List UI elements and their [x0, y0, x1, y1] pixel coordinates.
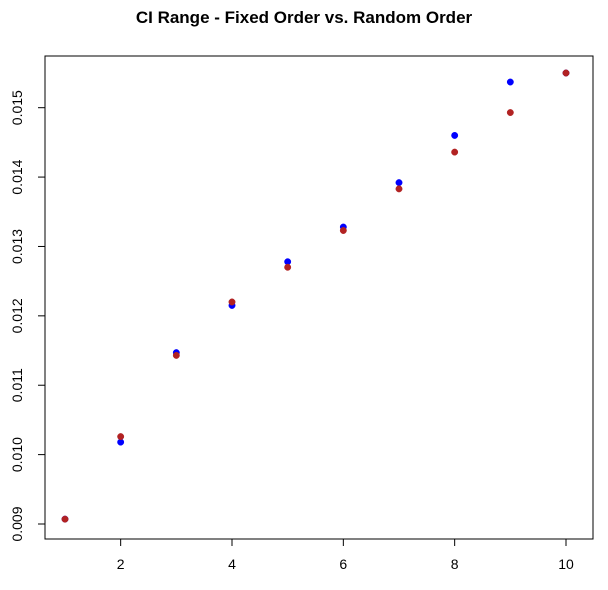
- y-axis: 0.009 0.010 0.011 0.012 0.013 0.014 0.015: [9, 90, 45, 542]
- y-tick-label: 0.009: [9, 506, 25, 541]
- plot-frame: [44, 55, 594, 540]
- data-point-series-2: [117, 433, 125, 441]
- x-tick-label: 2: [117, 556, 125, 572]
- x-tick-label: 6: [339, 556, 347, 572]
- x-tick-label: 4: [228, 556, 236, 572]
- data-point-series-2: [562, 69, 570, 77]
- data-point-series-1: [395, 179, 403, 187]
- data-point-series-2: [228, 298, 236, 306]
- x-axis: 2 4 6 8 10: [117, 539, 574, 572]
- y-tick-label: 0.015: [9, 90, 25, 125]
- y-tick-label: 0.010: [9, 437, 25, 472]
- x-tick-label: 8: [451, 556, 459, 572]
- x-tick-label: 10: [558, 556, 574, 572]
- y-tick-label: 0.012: [9, 298, 25, 333]
- data-point-series-2: [339, 227, 347, 234]
- y-tick-label: 0.011: [9, 368, 25, 402]
- data-point-series-2: [395, 185, 403, 193]
- y-tick-label: 0.014: [9, 159, 25, 194]
- data-point-series-2: [172, 351, 180, 359]
- data-point-series-1: [451, 131, 459, 139]
- data-point-series-2: [506, 109, 514, 116]
- chart-title: CI Range - Fixed Order vs. Random Order: [135, 8, 473, 27]
- y-tick-label: 0.013: [9, 229, 25, 264]
- data-point-series-2: [451, 148, 459, 156]
- data-points: [61, 69, 570, 523]
- data-point-series-2: [284, 263, 292, 271]
- data-point-series-1: [506, 78, 514, 86]
- data-point-series-2: [61, 515, 69, 523]
